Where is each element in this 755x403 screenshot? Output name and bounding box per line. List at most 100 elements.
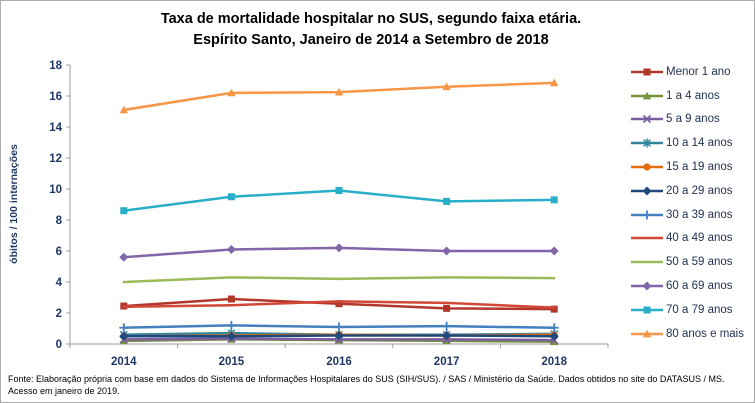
y-tick-label: 8 (56, 215, 63, 227)
legend-label: 50 a 59 anos (666, 256, 733, 269)
triangle-marker (642, 91, 652, 100)
chart-title: Taxa de mortalidade hospitalar no SUS, s… (1, 9, 741, 51)
square-marker (643, 306, 651, 314)
x-tick-label: 2017 (434, 356, 460, 368)
y-tick-label: 16 (49, 91, 62, 103)
legend-label: 10 a 14 anos (666, 137, 733, 150)
diamond-marker (442, 246, 452, 256)
legend-item: Menor 1 ano (631, 60, 753, 84)
triangle-marker (119, 105, 128, 114)
legend-item: 50 a 59 anos (631, 250, 753, 274)
y-tick-label: 4 (56, 277, 63, 289)
legend-item: 80 anos e mais (631, 322, 753, 346)
legend-label: 40 a 49 anos (666, 232, 733, 245)
legend-swatch-icon (631, 210, 663, 220)
legend-swatch-icon (631, 115, 663, 124)
square-marker (643, 68, 651, 76)
triangle-marker (642, 329, 652, 338)
legend-label: 80 anos e mais (666, 327, 744, 340)
legend-item: 60 a 69 anos (631, 274, 753, 298)
triangle-marker (227, 88, 236, 97)
triangle-marker (442, 82, 451, 91)
plus-marker (334, 322, 344, 332)
legend-item: 15 a 19 anos (631, 155, 753, 179)
legend-swatch-icon (631, 306, 663, 314)
legend-swatch-icon (631, 281, 663, 291)
x-tick-label: 2015 (219, 356, 245, 368)
legend-label: 1 a 4 anos (666, 89, 720, 102)
diamond-marker (442, 330, 452, 340)
chart-title-line2: Espírito Santo, Janeiro de 2014 a Setemb… (193, 32, 549, 48)
legend-item: 1 a 4 anos (631, 84, 753, 108)
diamond-marker (119, 252, 129, 262)
y-tick-label: 6 (56, 246, 62, 258)
x-tick-label: 2016 (326, 356, 352, 368)
legend-item: 70 a 79 anos (631, 298, 753, 322)
diamond-marker (549, 331, 559, 341)
legend-label: 15 a 19 anos (666, 161, 733, 174)
chart-title-line1: Taxa de mortalidade hospitalar no SUS, s… (160, 11, 582, 27)
x-marker (642, 115, 652, 124)
diamond-marker (642, 281, 652, 291)
asterisk-marker (643, 138, 651, 148)
y-axis-title: óbitos / 100 internações (8, 144, 20, 264)
circle-marker (643, 163, 651, 171)
y-tick-label: 2 (56, 308, 62, 320)
square-marker (120, 207, 128, 215)
y-tick-label: 10 (49, 184, 62, 196)
legend-swatch-icon (631, 68, 663, 76)
legend-item: 30 a 39 anos (631, 203, 753, 227)
y-tick-label: 12 (49, 153, 62, 165)
square-marker (443, 197, 451, 205)
y-tick-label: 18 (49, 60, 62, 72)
square-marker (335, 187, 343, 195)
legend-label: Menor 1 ano (666, 65, 731, 78)
legend-swatch-icon (631, 237, 663, 240)
diamond-marker (549, 246, 559, 256)
source-note: Fonte: Elaboração própria com base em da… (8, 374, 725, 396)
series-line (122, 276, 556, 284)
square-marker (443, 304, 451, 312)
legend-label: 30 a 39 anos (666, 208, 733, 221)
diamond-marker (642, 186, 652, 196)
plus-marker (226, 320, 236, 330)
plus-marker (642, 210, 652, 220)
x-tick-label: 2018 (541, 356, 567, 368)
square-marker (550, 196, 558, 204)
legend-swatch-icon (631, 186, 663, 196)
y-tick-label: 14 (49, 122, 62, 134)
legend-label: 70 a 79 anos (666, 303, 733, 316)
legend-item: 40 a 49 anos (631, 227, 753, 251)
legend-item: 10 a 14 anos (631, 131, 753, 155)
legend-swatch-icon (631, 91, 663, 100)
diamond-marker (226, 331, 236, 341)
legend-item: 5 a 9 anos (631, 108, 753, 132)
plus-marker (442, 321, 452, 331)
triangle-marker (550, 78, 559, 87)
plus-marker (119, 323, 129, 333)
legend-swatch-icon (631, 163, 663, 171)
square-marker (227, 295, 235, 303)
legend-label: 60 a 69 anos (666, 280, 733, 293)
legend-label: 20 a 29 anos (666, 184, 733, 197)
legend-swatch-icon (631, 261, 663, 264)
diamond-marker (334, 243, 344, 253)
x-tick-label: 2014 (111, 356, 137, 368)
square-marker (335, 300, 343, 308)
y-tick-label: 0 (56, 339, 62, 351)
triangle-marker (334, 87, 344, 96)
diamond-marker (334, 330, 344, 340)
diamond-marker (119, 331, 129, 341)
legend-label: 5 a 9 anos (666, 113, 720, 126)
legend: Menor 1 ano 1 a 4 anos 5 a 9 anos 10 a 14 a… (631, 60, 753, 346)
legend-swatch-icon (631, 329, 663, 338)
legend-swatch-icon (631, 138, 663, 148)
legend-item: 20 a 29 anos (631, 179, 753, 203)
series-line (122, 81, 556, 112)
plus-marker (549, 323, 559, 333)
square-marker (550, 305, 558, 313)
square-marker (227, 193, 235, 201)
series-line (122, 300, 556, 309)
